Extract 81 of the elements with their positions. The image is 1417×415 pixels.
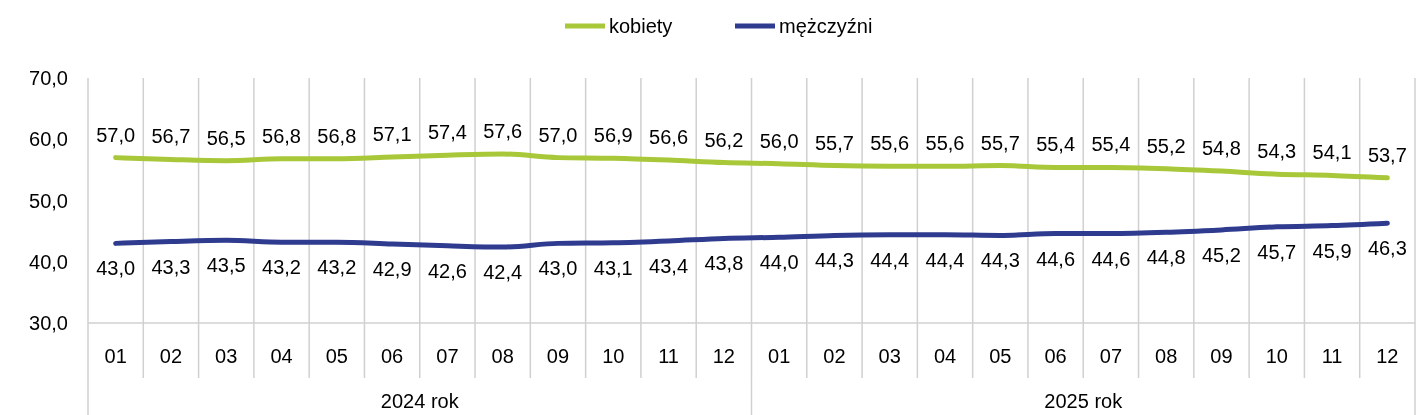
x-tick-label: 10	[1265, 345, 1288, 367]
data-label: 55,2	[1146, 134, 1186, 157]
data-label: 43,0	[538, 257, 578, 280]
x-tick-label: 04	[933, 345, 957, 367]
x-tick-label: 01	[104, 345, 127, 367]
data-label: 43,3	[151, 255, 191, 278]
x-tick-label: 05	[325, 345, 348, 367]
data-label: 55,7	[980, 131, 1020, 154]
data-label: 44,4	[870, 248, 910, 271]
data-label: 56,5	[206, 126, 246, 149]
data-label: 44,3	[814, 249, 854, 272]
x-tick-label: 03	[878, 345, 901, 367]
x-tick-label: 02	[823, 345, 846, 367]
data-label: 45,9	[1312, 239, 1352, 262]
x-tick-label: 12	[712, 345, 735, 367]
data-label: 44,4	[925, 248, 965, 271]
x-tick-label: 04	[270, 345, 293, 367]
data-label: 56,8	[317, 124, 357, 147]
data-label: 43,5	[206, 254, 246, 277]
y-tick-label: 50,0	[29, 189, 68, 212]
x-tick-label: 10	[602, 345, 625, 367]
data-label: 43,4	[649, 254, 689, 277]
text: 2025 rok	[1044, 390, 1124, 412]
data-label: 56,0	[759, 129, 799, 152]
data-label: 43,0	[96, 257, 136, 280]
data-label: 43,2	[317, 256, 357, 279]
text: 2024 rok	[380, 390, 460, 412]
y-tick-label: 70,0	[29, 67, 68, 89]
legend-label: kobiety	[609, 15, 673, 37]
data-label: 56,7	[151, 125, 191, 148]
data-label: 43,8	[704, 252, 744, 275]
x-tick-label: 03	[215, 345, 238, 367]
data-label: 57,1	[372, 123, 412, 146]
y-tick-label: 40,0	[29, 250, 68, 273]
data-label: 55,7	[814, 131, 854, 154]
data-label: 45,7	[1257, 240, 1297, 263]
data-label: 45,2	[1202, 243, 1241, 266]
data-label: 55,4	[1036, 133, 1076, 156]
x-tick-label: 07	[1099, 345, 1123, 367]
legend-label: mężczyźni	[779, 15, 873, 37]
x-tick-label: 06	[380, 345, 404, 367]
x-tick-label: 09	[1210, 345, 1233, 367]
data-label: 56,2	[704, 128, 744, 151]
data-label: 43,1	[593, 256, 633, 279]
data-label: 57,0	[96, 123, 136, 146]
data-label: 43,2	[262, 256, 301, 279]
data-label: 42,6	[427, 259, 467, 282]
data-label: 55,4	[1091, 133, 1131, 156]
x-tick-label: 09	[546, 345, 570, 367]
x-tick-label: 07	[436, 345, 459, 367]
data-label: 57,6	[483, 119, 523, 142]
x-tick-label: 05	[989, 345, 1012, 367]
data-label: 55,6	[925, 132, 965, 155]
x-tick-label: 11	[1321, 345, 1343, 367]
x-tick-label: 11	[658, 345, 679, 367]
data-label: 44,6	[1036, 247, 1076, 270]
data-label: 42,4	[483, 261, 523, 284]
data-label: 53,7	[1367, 143, 1407, 166]
x-tick-label: 02	[159, 345, 183, 367]
x-tick-label: 06	[1044, 345, 1067, 367]
x-tick-label: 01	[768, 345, 791, 367]
y-tick-label: 60,0	[29, 128, 68, 151]
data-label: 54,8	[1202, 137, 1241, 160]
x-tick-label: 12	[1376, 345, 1399, 367]
data-label: 56,9	[593, 124, 633, 147]
data-label: 44,0	[759, 251, 799, 274]
y-tick-label: 30,0	[29, 312, 68, 334]
data-label: 54,1	[1312, 141, 1352, 164]
data-label: 57,4	[427, 121, 467, 144]
data-label: 56,8	[262, 124, 301, 147]
data-label: 57,0	[538, 123, 578, 146]
data-label: 56,6	[649, 126, 689, 149]
data-label: 44,6	[1091, 247, 1131, 270]
data-label: 42,9	[372, 257, 412, 280]
x-tick-label: 08	[491, 345, 514, 367]
x-tick-label: 08	[1155, 345, 1178, 367]
data-label: 55,6	[870, 132, 910, 155]
data-label: 44,3	[980, 249, 1020, 272]
data-label: 54,3	[1257, 140, 1297, 163]
data-label: 46,3	[1367, 237, 1407, 260]
data-label: 44,8	[1146, 246, 1186, 269]
